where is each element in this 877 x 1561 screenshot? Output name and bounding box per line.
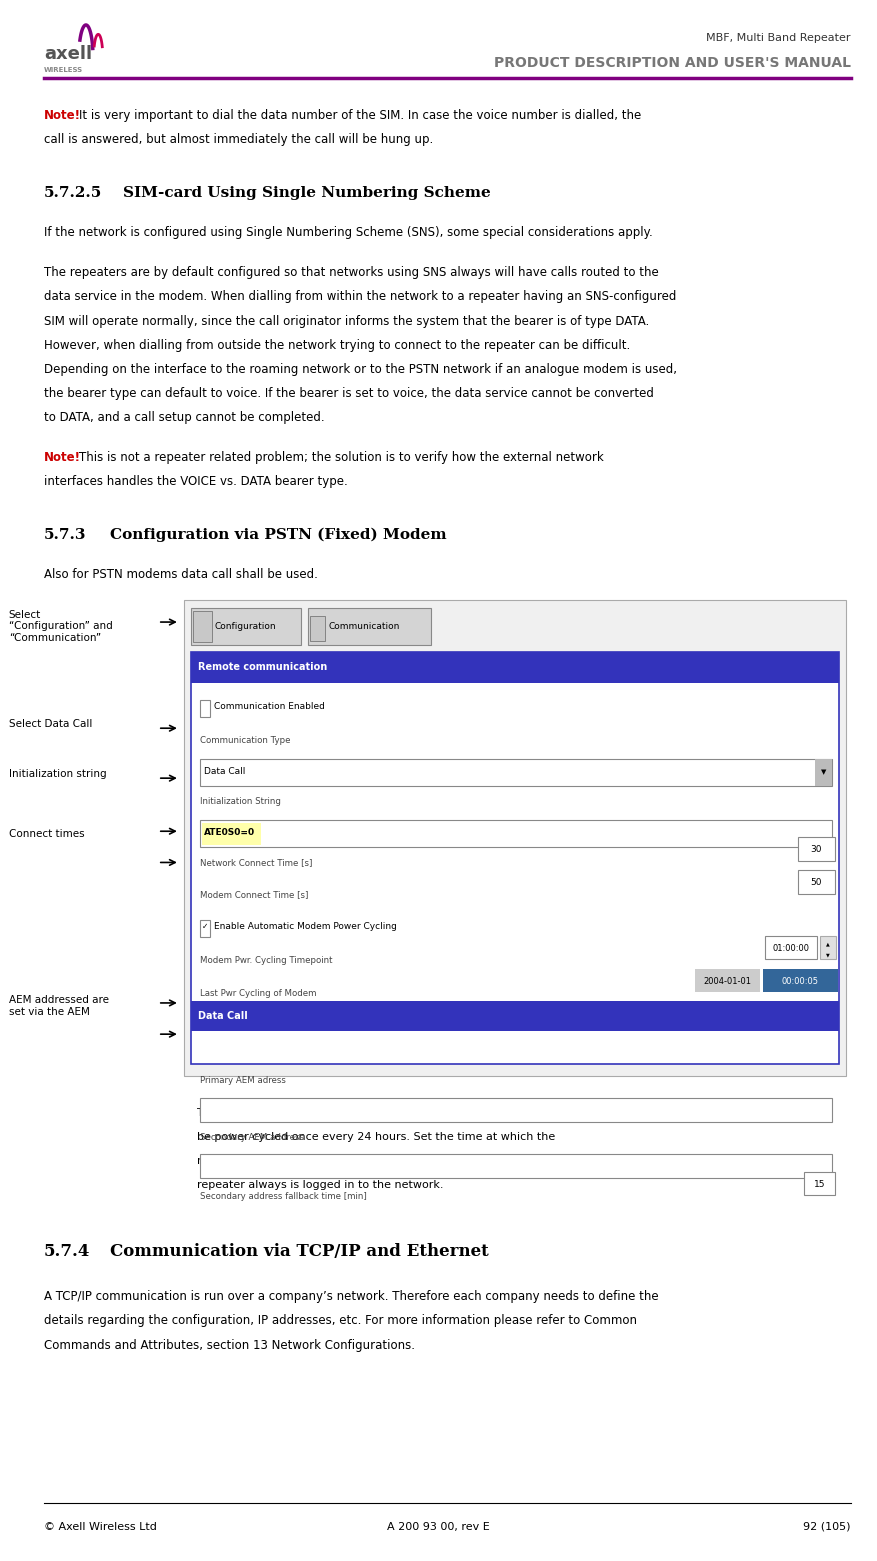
Bar (200, 919, 210, 937)
Text: 2004-01-01: 2004-01-01 (703, 977, 752, 985)
Text: axell: axell (44, 45, 92, 64)
Text: It is very important to dial the data number of the SIM. In case the voice numbe: It is very important to dial the data nu… (79, 109, 641, 122)
Text: ATE0S0=0: ATE0S0=0 (204, 829, 255, 837)
Text: 15: 15 (814, 1180, 825, 1188)
Bar (308, 607, 431, 645)
Text: A TCP/IP communication is run over a company’s network. Therefore each company n: A TCP/IP communication is run over a com… (44, 1289, 659, 1303)
Text: Note!: Note! (44, 109, 81, 122)
Text: A 200 93 00, rev E: A 200 93 00, rev E (387, 1522, 490, 1531)
Text: Also for PSTN modems data call shall be used.: Also for PSTN modems data call shall be … (44, 568, 317, 581)
Text: Modem Pwr. Cycling Timepoint: Modem Pwr. Cycling Timepoint (200, 955, 332, 965)
Text: Connect times: Connect times (9, 829, 84, 840)
Text: the bearer type can default to voice. If the bearer is set to voice, the data se: the bearer type can default to voice. If… (44, 387, 653, 400)
Text: Data Call: Data Call (204, 768, 246, 776)
Text: Configuration: Configuration (215, 623, 276, 631)
Text: Initialization String: Initialization String (200, 796, 281, 805)
Text: Modem Connect Time [s]: Modem Connect Time [s] (200, 890, 309, 899)
Text: SIM will operate normally, since the call originator informs the system that the: SIM will operate normally, since the cal… (44, 314, 649, 328)
Text: ✓: ✓ (202, 923, 208, 930)
Bar (200, 1154, 832, 1177)
Text: PRODUCT DESCRIPTION AND USER'S MANUAL: PRODUCT DESCRIPTION AND USER'S MANUAL (494, 56, 851, 70)
Text: AEM addressed are
set via the AEM: AEM addressed are set via the AEM (9, 994, 109, 1016)
Text: Secondary AEM address: Secondary AEM address (200, 1132, 304, 1141)
Bar (200, 759, 832, 785)
Text: Remote communication: Remote communication (198, 662, 327, 673)
Text: Commands and Attributes, section 13 Network Configurations.: Commands and Attributes, section 13 Netw… (44, 1338, 415, 1352)
Text: repeater always is logged in to the network.: repeater always is logged in to the netw… (197, 1180, 444, 1189)
Bar (765, 935, 817, 958)
Text: call is answered, but almost immediately the call will be hung up.: call is answered, but almost immediately… (44, 133, 433, 147)
Text: Enable Automatic Modem Power Cycling: Enable Automatic Modem Power Cycling (214, 923, 397, 930)
Text: Note!: Note! (44, 451, 81, 464)
Bar (191, 651, 839, 682)
Text: Network Connect Time [s]: Network Connect Time [s] (200, 857, 312, 866)
Bar (191, 607, 301, 645)
Bar (815, 759, 832, 785)
Text: Communication: Communication (329, 623, 400, 631)
Text: SIM-card Using Single Numbering Scheme: SIM-card Using Single Numbering Scheme (123, 186, 490, 200)
Text: Initialization string: Initialization string (9, 768, 106, 779)
Text: © Axell Wireless Ltd: © Axell Wireless Ltd (44, 1522, 157, 1531)
Bar (184, 599, 846, 1076)
Text: 50: 50 (810, 879, 823, 887)
Text: Primary AEM adress: Primary AEM adress (200, 1076, 286, 1085)
Text: Secondary address fallback time [min]: Secondary address fallback time [min] (200, 1191, 367, 1200)
Bar (202, 823, 261, 845)
Text: ▲: ▲ (826, 941, 830, 946)
Text: 5.7.2.5: 5.7.2.5 (44, 186, 102, 200)
Bar (200, 699, 210, 716)
Text: 00:00:05: 00:00:05 (781, 977, 819, 985)
Text: Select Data Call: Select Data Call (9, 718, 92, 729)
Text: However, when dialling from outside the network trying to connect to the repeate: However, when dialling from outside the … (44, 339, 630, 351)
Bar (763, 968, 838, 991)
Text: 5.7.3: 5.7.3 (44, 528, 86, 542)
Bar (798, 837, 835, 860)
Bar (191, 1001, 839, 1030)
Text: Depending on the interface to the roaming network or to the PSTN network if an a: Depending on the interface to the roamin… (44, 362, 677, 376)
Bar (820, 935, 836, 958)
Text: Communication Enabled: Communication Enabled (214, 702, 324, 710)
Bar (804, 1171, 835, 1194)
Bar (798, 869, 835, 893)
Bar (200, 1097, 832, 1121)
Text: Data Call: Data Call (198, 1012, 248, 1021)
Bar (200, 820, 832, 846)
Text: The repeaters are by default configured so that networks using SNS always will h: The repeaters are by default configured … (44, 265, 659, 279)
Text: to DATA, and a call setup cannot be completed.: to DATA, and a call setup cannot be comp… (44, 411, 324, 425)
Text: If the network is configured using Single Numbering Scheme (SNS), some special c: If the network is configured using Singl… (44, 226, 652, 239)
Text: This is not a repeater related problem; the solution is to verify how the extern: This is not a repeater related problem; … (79, 451, 603, 464)
Bar (310, 615, 325, 640)
Text: 92 (105): 92 (105) (803, 1522, 851, 1531)
Text: ▼: ▼ (821, 770, 826, 774)
Text: details regarding the configuration, IP addresses, etc. For more information ple: details regarding the configuration, IP … (44, 1314, 637, 1327)
Text: MBF, Multi Band Repeater: MBF, Multi Band Repeater (706, 33, 851, 42)
Text: 01:00:00: 01:00:00 (773, 944, 809, 952)
Text: 5.7.4: 5.7.4 (44, 1243, 90, 1260)
Text: be power cycled once every 24 hours. Set the time at which the: be power cycled once every 24 hours. Set… (197, 1132, 555, 1141)
Text: WIRELESS: WIRELESS (44, 67, 83, 73)
Bar (191, 651, 839, 1063)
Bar (193, 610, 212, 642)
Text: Tick “Enable Automatic Modem Power Cycling” for the modem to: Tick “Enable Automatic Modem Power Cycli… (197, 1107, 561, 1118)
Text: modem should be tested. This function ensures that the: modem should be tested. This function en… (197, 1155, 511, 1166)
Text: ▼: ▼ (826, 952, 830, 957)
Text: Select
“Configuration” and
“Communication”: Select “Configuration” and “Communicatio… (9, 609, 112, 643)
Text: interfaces handles the VOICE vs. DATA bearer type.: interfaces handles the VOICE vs. DATA be… (44, 475, 347, 489)
Text: Communication via TCP/IP and Ethernet: Communication via TCP/IP and Ethernet (110, 1243, 488, 1260)
Text: Last Pwr Cycling of Modem: Last Pwr Cycling of Modem (200, 988, 317, 997)
Text: Communication Type: Communication Type (200, 735, 290, 745)
Bar (695, 968, 760, 991)
Text: data service in the modem. When dialling from within the network to a repeater h: data service in the modem. When dialling… (44, 290, 676, 303)
Text: 30: 30 (810, 846, 823, 854)
Text: Configuration via PSTN (Fixed) Modem: Configuration via PSTN (Fixed) Modem (110, 528, 446, 542)
